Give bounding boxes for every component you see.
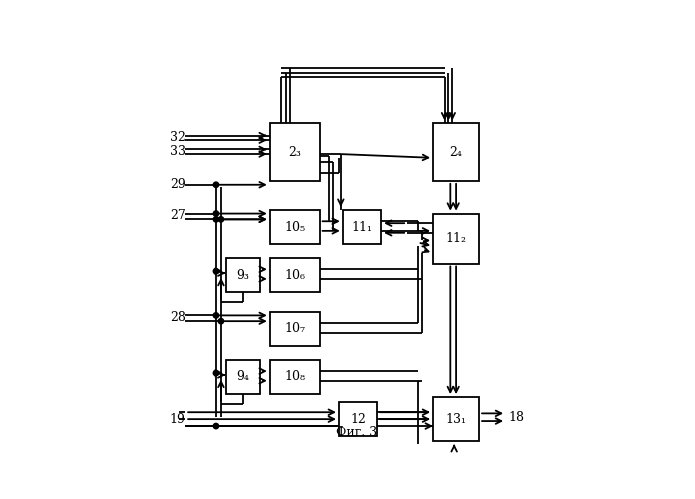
Text: 32: 32 [170,131,186,144]
Text: 10₇: 10₇ [284,322,305,335]
Bar [433,397,479,441]
Circle shape [213,217,219,222]
Circle shape [213,370,219,376]
Text: 11₁: 11₁ [352,221,373,234]
Bar [270,258,320,292]
Bar [270,123,320,181]
Text: 28: 28 [170,311,186,324]
Circle shape [218,217,224,222]
Bar [226,258,260,292]
Text: 11₂: 11₂ [445,232,466,245]
Bar [433,123,479,181]
Bar [433,214,479,263]
Text: 12: 12 [350,413,366,426]
Bar [226,360,260,394]
Bar [343,210,381,245]
Text: 33: 33 [170,145,186,158]
Bar [339,402,377,437]
Text: 13₁: 13₁ [445,413,466,426]
Text: 2₄: 2₄ [450,146,463,159]
Text: 10₅: 10₅ [284,221,305,234]
Circle shape [213,211,219,216]
Circle shape [213,182,219,188]
Circle shape [213,268,219,274]
Circle shape [213,313,219,318]
Text: 2₃: 2₃ [288,146,301,159]
Text: 10₆: 10₆ [284,268,305,281]
Text: 29: 29 [170,178,186,191]
Bar [270,311,320,346]
Text: 19: 19 [170,413,186,426]
Circle shape [213,423,219,429]
Text: 27: 27 [170,209,186,222]
Text: Фиг. 3: Фиг. 3 [336,427,377,440]
Text: 9₃: 9₃ [236,268,250,281]
Bar [270,360,320,394]
Bar [270,210,320,245]
Text: 18: 18 [508,411,524,424]
Text: 9₄: 9₄ [236,370,250,383]
Text: 10₈: 10₈ [284,370,305,383]
Circle shape [218,318,224,324]
